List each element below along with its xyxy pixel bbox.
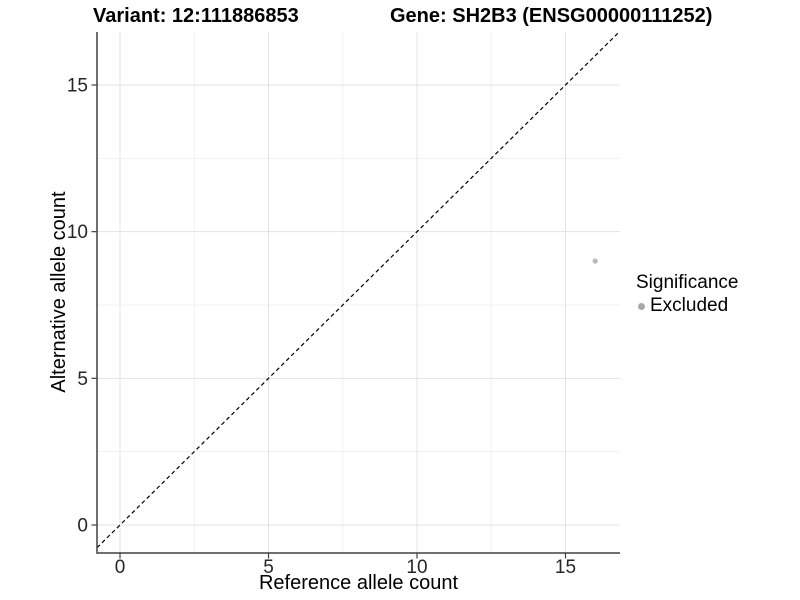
x-tick-label: 5 [263, 557, 274, 578]
legend-title: Significance [636, 272, 739, 293]
identity-reference-line [96, 32, 620, 549]
plot-title-variant: Variant: 12:111886853 [93, 5, 299, 27]
plot-panel: 0 5 10 15 0 5 10 15 [67, 32, 620, 578]
y-tick-label: 5 [77, 369, 88, 390]
legend: Significance Excluded [636, 270, 738, 317]
y-tick-label: 0 [77, 516, 88, 537]
legend-item-label: Excluded [650, 295, 729, 316]
x-axis-title: Reference allele count [258, 572, 458, 594]
legend-point-icon [638, 302, 645, 310]
x-tick-label: 10 [406, 557, 427, 578]
legend-item-excluded: Excluded [636, 295, 738, 317]
x-tick-label: 15 [555, 557, 576, 578]
x-tick-label: 0 [115, 557, 126, 578]
data-point [592, 258, 598, 264]
y-tick-label: 15 [67, 76, 88, 97]
plot-title-gene: Gene: SH2B3 (ENSG00000111252) [390, 5, 713, 27]
y-tick-label: 10 [67, 222, 88, 243]
